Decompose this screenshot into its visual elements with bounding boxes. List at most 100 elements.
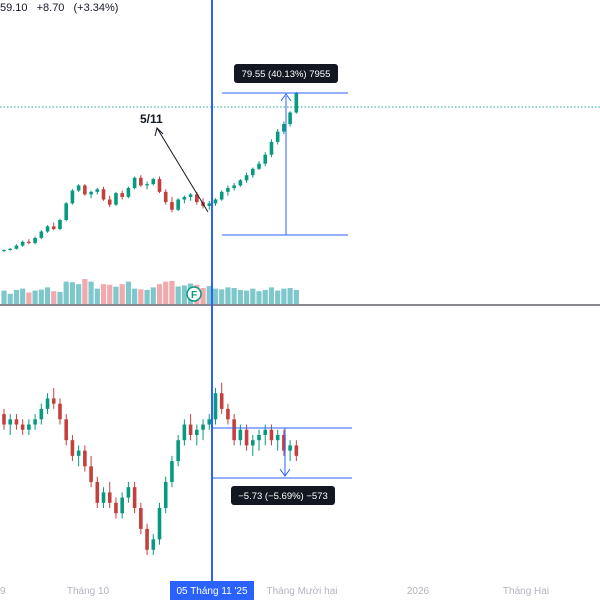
volume-bar <box>26 292 32 304</box>
candle-body <box>126 188 131 197</box>
annotation-text: 5/11 <box>140 112 163 126</box>
candle-body <box>33 419 37 425</box>
volume-bar <box>38 289 44 304</box>
candle-body <box>188 424 193 435</box>
volume-bar <box>212 288 219 304</box>
volume-bar <box>107 284 113 304</box>
volume-bar <box>219 289 225 304</box>
candle-body <box>120 497 124 514</box>
candle-body <box>114 193 118 205</box>
candle-body <box>120 193 124 197</box>
candle-body <box>163 481 168 509</box>
volume-bar <box>200 288 206 304</box>
volume-bar <box>231 288 237 304</box>
volume-bar <box>150 287 156 304</box>
volume-bar <box>144 289 150 304</box>
candle-body <box>145 184 149 186</box>
candle-body <box>157 508 162 540</box>
candle-body <box>151 179 156 185</box>
candle-body <box>107 199 112 205</box>
candle-body <box>101 492 106 503</box>
volume-bar <box>250 288 256 304</box>
volume-bar <box>125 281 131 304</box>
event-marker-circle <box>186 286 202 302</box>
candle-body <box>76 185 81 191</box>
volume-bar <box>63 281 69 304</box>
annotation-arrow <box>156 127 209 213</box>
candle-body <box>107 492 112 503</box>
x-axis-label: Tháng 10 <box>67 586 110 597</box>
candle-body <box>269 141 274 155</box>
measure-top-arrowhead <box>280 93 292 102</box>
candle-body <box>33 237 37 244</box>
candle-body <box>263 429 268 435</box>
candle-body <box>238 180 243 186</box>
candle-body <box>232 185 236 188</box>
volume-bar <box>225 287 231 304</box>
candle-body <box>8 419 13 425</box>
candle-body <box>14 245 19 249</box>
candle-body <box>95 189 100 192</box>
volume-bar <box>206 286 212 304</box>
measure-bottom-label-bg <box>231 486 335 505</box>
annotation-arrowhead <box>154 127 164 137</box>
candle-body <box>195 429 199 435</box>
candle-body <box>207 203 212 206</box>
candle-body <box>58 220 62 229</box>
candle-body <box>294 93 299 113</box>
candle-body <box>139 177 143 186</box>
candle-body <box>20 241 25 246</box>
candle-body <box>207 419 212 425</box>
price-fragment: 59.10 <box>0 2 28 14</box>
candle-body <box>14 419 19 425</box>
candle-body <box>83 450 87 467</box>
candle-body <box>51 226 56 229</box>
candle-body <box>294 445 299 456</box>
volume-bar <box>44 287 51 304</box>
volume-bar <box>156 284 163 304</box>
event-marker-letter: F <box>191 290 197 301</box>
x-axis-label: 2026 <box>407 586 430 597</box>
candle-body <box>8 248 13 251</box>
candle-body <box>20 424 25 430</box>
candle-body <box>251 440 255 446</box>
candle-body <box>101 189 106 200</box>
candle-body <box>251 168 255 176</box>
crosshair-date-text: 05 Tháng 11 '25 <box>176 586 247 597</box>
volume-bar <box>7 293 13 304</box>
event-marker: F <box>186 286 202 302</box>
price-header: 59.10 +8.70 (+3.34%) <box>0 2 124 14</box>
crosshair-date-tag: 05 Tháng 11 '25 <box>170 581 254 600</box>
candle-body <box>232 419 236 441</box>
candle-body <box>126 487 131 498</box>
volume-bar <box>293 289 299 304</box>
candle-body <box>244 175 249 181</box>
candle-body <box>213 393 218 420</box>
candle-body <box>58 403 62 420</box>
crosshair-date-bg <box>170 581 254 600</box>
volume-bar <box>82 279 88 304</box>
candle-body <box>51 398 56 404</box>
price-change: +8.70 <box>36 2 65 14</box>
candle-body <box>70 190 75 204</box>
measure-top-label-bg <box>234 64 338 83</box>
volume-bar <box>163 281 169 304</box>
candle-body <box>114 502 118 514</box>
candle-body <box>83 185 87 195</box>
volume-bar <box>243 290 250 304</box>
candle-body <box>238 429 243 441</box>
candle-body <box>70 440 75 456</box>
candle-body <box>213 199 218 204</box>
candle-body <box>188 194 193 197</box>
candle-body <box>263 154 268 164</box>
volume-bar <box>138 289 144 304</box>
volume-bar <box>69 282 76 304</box>
candle-body <box>182 424 187 441</box>
candle-body <box>282 434 286 451</box>
candle-body <box>2 414 6 425</box>
candle-body <box>257 163 261 169</box>
candle-body <box>170 461 174 482</box>
candle-body <box>76 450 81 456</box>
candle-body <box>282 124 286 132</box>
